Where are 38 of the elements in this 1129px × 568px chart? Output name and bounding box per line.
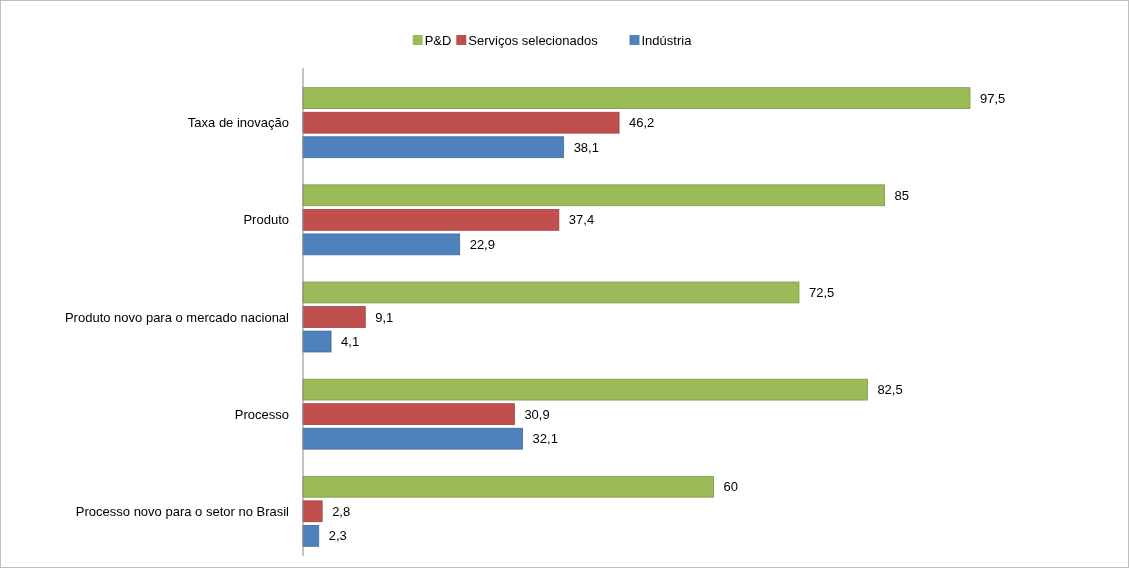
y-tick-label: Produto novo para o mercado nacional [64, 309, 290, 325]
data-label: 4,1 [341, 334, 360, 350]
bar [302, 136, 565, 159]
y-tick-label: Taxa de inovação [187, 115, 289, 131]
bar [302, 427, 523, 450]
data-label: 30,9 [524, 406, 550, 422]
data-label: 46,2 [629, 115, 655, 131]
bar [302, 184, 885, 207]
data-label: 2,8 [332, 503, 351, 519]
data-label: 32,1 [532, 431, 558, 447]
bar [302, 281, 800, 304]
legend-label: Indústria [641, 32, 693, 48]
y-tick-label: Processo [234, 406, 289, 422]
legend-label: Serviços selecionados [468, 32, 599, 48]
data-label: 82,5 [877, 382, 903, 398]
data-label: 60 [723, 479, 738, 495]
bar [302, 475, 714, 498]
legend-label: P&D [424, 32, 452, 48]
data-label: 22,9 [469, 236, 495, 252]
bar [302, 500, 323, 523]
bar [302, 111, 620, 134]
bar [302, 525, 320, 547]
y-tick-label: Processo novo para o setor no Brasil [75, 503, 290, 519]
data-label: 97,5 [980, 90, 1006, 106]
bar [302, 403, 515, 425]
data-label: 72,5 [808, 285, 835, 301]
data-label: 38,1 [573, 139, 599, 155]
bar [302, 378, 868, 401]
data-label: 9,1 [375, 309, 394, 325]
data-label: 2,3 [328, 528, 347, 544]
bar [302, 306, 366, 328]
bar [302, 330, 332, 353]
y-tick-label: Produto [243, 212, 289, 228]
bar [302, 233, 461, 256]
bar [302, 87, 971, 109]
bar [302, 209, 560, 231]
data-label: 37,4 [568, 212, 595, 228]
data-label: 85 [894, 187, 909, 203]
